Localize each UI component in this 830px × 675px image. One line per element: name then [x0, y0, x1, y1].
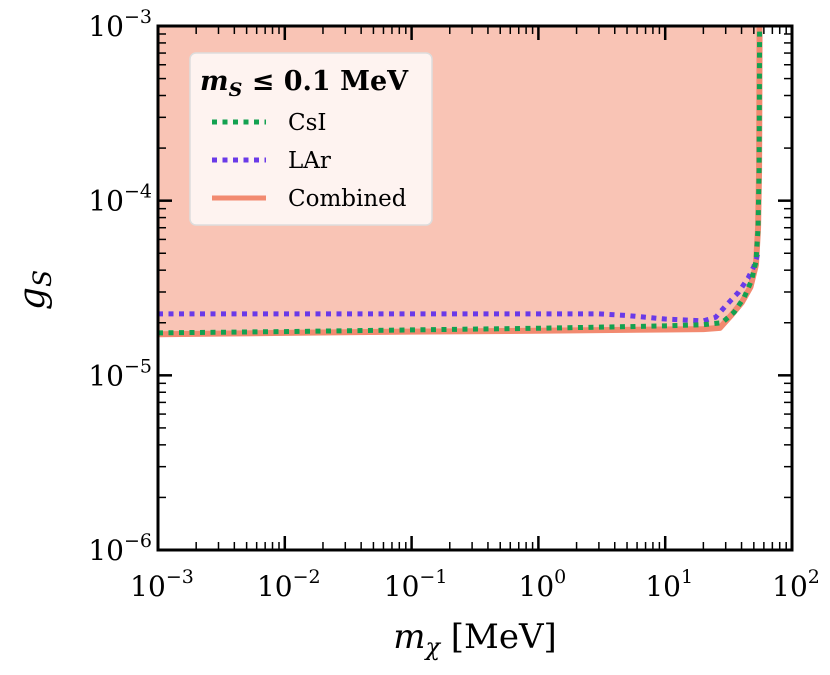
axis-ticks — [156, 24, 794, 552]
legend-label-csi: CsI — [288, 110, 327, 136]
x-tick-label: 10−2 — [257, 566, 321, 603]
x-tick-label: 100 — [519, 566, 567, 603]
x-tick-label: 10−3 — [130, 566, 194, 603]
tick-labels: 10−3 10−2 10−1 100 101 102 10−6 10−5 10−4 10−3 — [88, 6, 820, 603]
series-line-csi — [157, 25, 763, 336]
y-tick-label: 10−6 — [88, 530, 152, 567]
legend-box — [189, 52, 433, 226]
x-tick-label: 101 — [645, 566, 693, 603]
x-axis-label: mχ [MeV] — [393, 617, 557, 661]
x-tick-label: 102 — [772, 566, 820, 603]
x-tick-label: 10−1 — [384, 566, 448, 603]
legend-label-combined: Combined — [288, 186, 407, 212]
series-line-lar — [158, 249, 762, 324]
y-tick-label: 10−4 — [88, 181, 152, 218]
legend-title: mS ≤ 0.1 MeV — [200, 66, 409, 101]
y-tick-label: 10−5 — [88, 355, 152, 392]
plot-frame — [156, 24, 794, 552]
legend: mS ≤ 0.1 MeV CsI LAr Combined — [189, 52, 433, 226]
y-axis-label: gS — [12, 270, 57, 310]
legend-label-lar: LAr — [288, 148, 331, 174]
y-tick-label: 10−3 — [88, 6, 152, 43]
